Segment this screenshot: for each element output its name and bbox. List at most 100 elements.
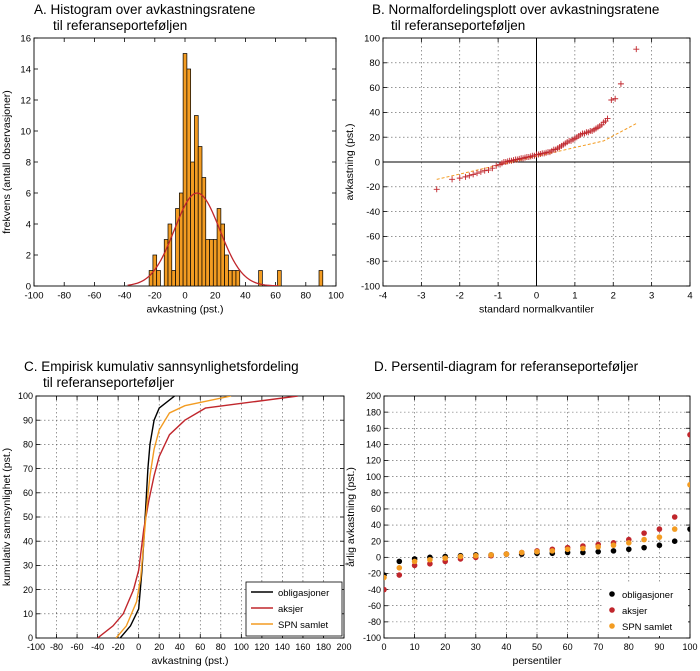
percentile-point-1 <box>396 572 403 578</box>
y-tick-label: 80 <box>23 440 33 450</box>
qq-point <box>612 95 619 102</box>
y-tick-label: -80 <box>366 257 380 268</box>
y-tick-label: 20 <box>371 536 381 546</box>
y-axis-label: årlig avkastning (pst.) <box>345 467 357 567</box>
x-tick-label: 20 <box>210 291 221 302</box>
x-tick-label: -100 <box>27 642 45 652</box>
y-tick-label: 60 <box>23 488 33 498</box>
x-tick-label: -4 <box>379 291 387 302</box>
y-tick-label: -100 <box>361 281 380 292</box>
x-tick-label: -40 <box>91 642 104 652</box>
y-tick-label: -100 <box>363 633 381 643</box>
legend-swatch <box>609 623 615 629</box>
legend-label: SPN samlet <box>622 622 673 633</box>
chart-title: B. Normalfordelingsplott over avkastning… <box>372 2 659 17</box>
x-tick-label: 0 <box>534 291 539 302</box>
y-tick-label: 10 <box>20 126 31 137</box>
x-tick-label: -20 <box>148 291 162 302</box>
y-tick-label: 40 <box>369 108 380 119</box>
y-tick-label: 12 <box>20 95 31 106</box>
percentile-point-2 <box>473 552 479 559</box>
percentile-point-0 <box>656 542 663 549</box>
y-tick-label: 140 <box>366 440 381 450</box>
x-tick-label: 100 <box>328 291 344 302</box>
plot-area <box>97 396 298 638</box>
percentile-point-0 <box>580 549 586 556</box>
percentile-point-1 <box>687 431 690 438</box>
histogram-bar <box>258 270 263 286</box>
legend-label: SPN samlet <box>278 620 329 631</box>
histogram-bar <box>224 254 229 286</box>
percentile-point-1 <box>384 586 387 593</box>
y-tick-label: -40 <box>366 207 380 218</box>
x-tick-label: 30 <box>471 642 481 652</box>
qq-point <box>433 186 440 193</box>
legend-label: aksjer <box>622 606 647 617</box>
percentile-point-2 <box>687 481 690 488</box>
x-tick-label: 50 <box>532 642 542 652</box>
x-tick-label: 90 <box>654 642 664 652</box>
x-tick-label: 80 <box>624 642 634 652</box>
qq-point <box>481 167 488 174</box>
percentile-point-2 <box>518 549 525 556</box>
qq-point <box>477 168 484 175</box>
x-tick-label: 40 <box>175 642 185 652</box>
percentile-point-0 <box>396 558 403 565</box>
histogram-bar <box>182 53 188 286</box>
percentile-point-0 <box>671 538 678 544</box>
y-tick-label: -60 <box>368 601 381 611</box>
percentile-point-0 <box>641 544 647 551</box>
x-tick-label: 40 <box>240 291 251 302</box>
legend-box <box>604 584 688 636</box>
percentile-point-2 <box>564 546 571 553</box>
y-tick-label: -80 <box>368 617 381 627</box>
y-tick-label: 20 <box>369 133 380 144</box>
percentile-point-1 <box>427 560 433 567</box>
legend-label: obligasjoner <box>278 588 329 599</box>
x-tick-label: 140 <box>275 642 290 652</box>
y-tick-label: 80 <box>369 58 380 69</box>
x-tick-label: 10 <box>410 642 420 652</box>
x-axis-label: avkastning (pst.) <box>146 304 223 316</box>
histogram-bar <box>205 239 210 286</box>
chart-title: C. Empirisk kumulativ sannsynlighetsford… <box>24 359 299 374</box>
chart-subtitle: til referanseporteføljer <box>43 375 175 390</box>
y-tick-label: -20 <box>366 182 380 193</box>
y-tick-label: 40 <box>371 520 381 530</box>
y-tick-label: 6 <box>26 188 31 199</box>
y-tick-label: 200 <box>366 391 381 401</box>
y-tick-label: 16 <box>20 33 31 44</box>
percentile-point-0 <box>626 546 632 553</box>
histogram-bar <box>197 146 203 286</box>
plot-area <box>384 431 690 593</box>
x-tick-label: 60 <box>563 642 573 652</box>
legend-box <box>245 581 343 637</box>
y-tick-label: 180 <box>366 407 381 417</box>
histogram-bar <box>212 239 218 286</box>
y-tick-label: 10 <box>23 609 33 619</box>
qq-point <box>474 170 481 177</box>
cdf-line-1 <box>97 396 298 638</box>
x-tick-label: 20 <box>440 642 450 652</box>
chart-title: D. Persentil-diagram for referanseportef… <box>374 359 639 374</box>
x-tick-label: 0 <box>381 642 386 652</box>
percentile-point-2 <box>549 548 556 554</box>
percentile-point-0 <box>610 548 617 554</box>
y-axis-label: avkastning (pst.) <box>344 123 356 200</box>
normal-density-curve <box>127 192 279 286</box>
x-tick-label: -80 <box>57 291 71 302</box>
y-tick-label: 40 <box>23 536 33 546</box>
y-tick-label: 60 <box>371 504 381 514</box>
qq-point <box>485 167 492 174</box>
percentile-point-2 <box>457 553 464 560</box>
x-tick-label: -20 <box>112 642 125 652</box>
y-tick-label: -40 <box>368 585 381 595</box>
percentile-point-2 <box>656 534 663 540</box>
x-tick-label: 70 <box>593 642 603 652</box>
histogram-bar <box>190 161 195 286</box>
x-tick-label: -60 <box>88 291 102 302</box>
qq-point <box>617 80 624 87</box>
y-tick-label: -60 <box>366 232 380 243</box>
qq-point <box>466 172 473 179</box>
